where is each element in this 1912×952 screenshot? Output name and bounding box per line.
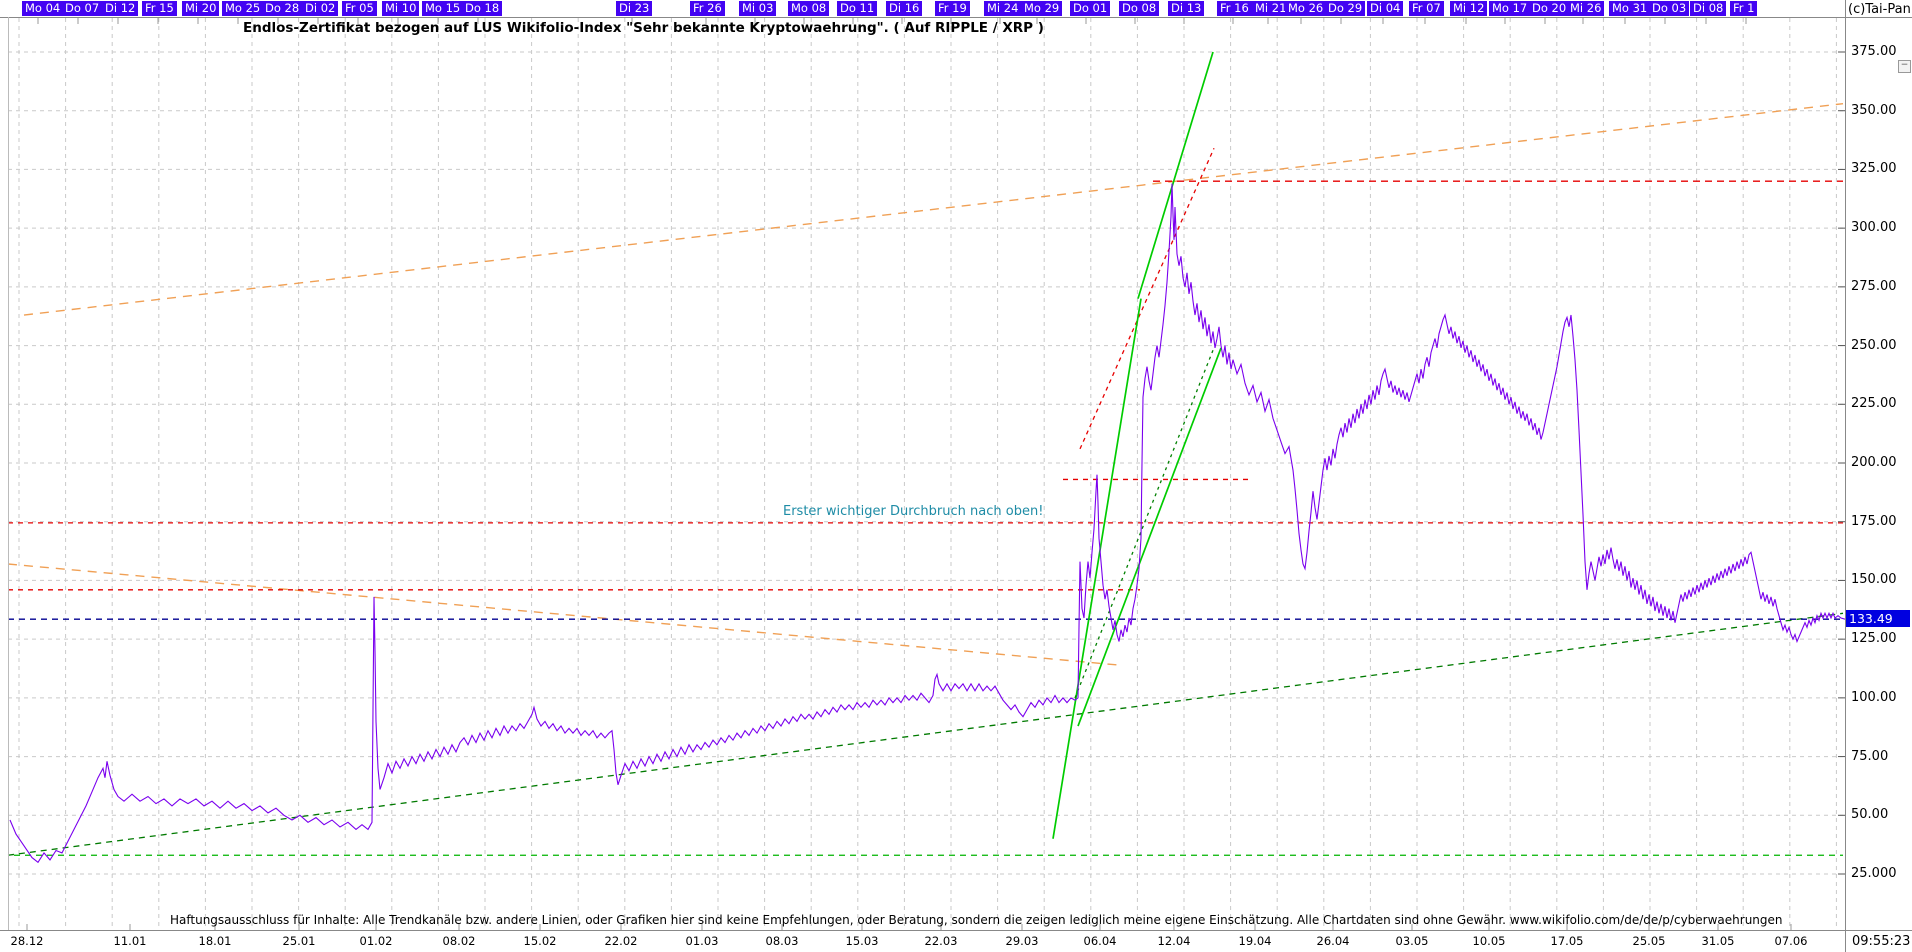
bottom-date-label: 07.06 <box>1774 934 1808 948</box>
bottom-date-label: 18.01 <box>198 934 232 948</box>
price-tick-label: 150.00 <box>1851 572 1897 588</box>
trendline-green-dotted-channel <box>1074 350 1214 699</box>
bottom-date-label: 26.04 <box>1316 934 1350 948</box>
trendline-orange-descending <box>7 563 1119 666</box>
disclaimer-text: Haftungsausschluss für Inhalte: Alle Tre… <box>170 913 1783 927</box>
top-date-label: Mo 29 <box>1021 1 1063 16</box>
top-date-label: Mi 21 <box>1252 1 1290 16</box>
current-price-badge: 133.49 <box>1846 610 1910 628</box>
price-tick-label: 350.00 <box>1851 102 1897 118</box>
price-series <box>9 183 1846 864</box>
bottom-date-label: 08.03 <box>765 934 799 948</box>
top-date-label: Do 08 <box>1119 1 1160 16</box>
top-date-label: Fr 19 <box>935 1 970 16</box>
price-tick-label: 250.00 <box>1851 337 1897 353</box>
top-date-label: Do 18 <box>462 1 503 16</box>
copyright-label: (c)Tai-Pan <box>1848 2 1911 17</box>
top-date-label: Mo 31 <box>1609 1 1651 16</box>
top-date-label: Di 12 <box>102 1 139 16</box>
top-date-label: Fr 05 <box>342 1 377 16</box>
top-date-label: Di 13 <box>1168 1 1205 16</box>
bottom-date-label: 25.05 <box>1632 934 1666 948</box>
price-line <box>9 183 1846 864</box>
bottom-date-label: 01.03 <box>685 934 719 948</box>
bottom-date-label: 10.05 <box>1472 934 1506 948</box>
top-date-label: Mi 10 <box>382 1 420 16</box>
trendline-orange-rising <box>23 102 1844 316</box>
chart-title: Endlos-Zertifikat bezogen auf LUS Wikifo… <box>243 20 1044 36</box>
collapse-icon[interactable]: − <box>1898 60 1911 73</box>
top-date-label: Mo 08 <box>788 1 830 16</box>
bottom-date-label: 17.05 <box>1550 934 1584 948</box>
price-tick-label: 225.00 <box>1851 396 1897 412</box>
bottom-date-label: 29.03 <box>1005 934 1039 948</box>
price-tick-label: 25.000 <box>1851 866 1897 881</box>
top-date-label: Mo 17 <box>1489 1 1531 16</box>
breakout-annotation: Erster wichtiger Durchbruch nach oben! <box>783 504 1044 519</box>
top-date-label: Di 02 <box>302 1 339 16</box>
top-date-label: Mi 20 <box>182 1 220 16</box>
top-date-label: Fr 26 <box>690 1 725 16</box>
top-date-label: Mi 26 <box>1567 1 1605 16</box>
top-date-label: Mo 04 <box>22 1 64 16</box>
bottom-date-label: 11.01 <box>113 934 147 948</box>
trendline-green-breakout-lower <box>1052 298 1142 839</box>
trendline-red-steep-channel <box>1079 148 1215 450</box>
top-date-label: Mi 24 <box>984 1 1022 16</box>
trend-lines <box>7 51 1844 856</box>
trendline-green-breakout-upper <box>1137 51 1214 299</box>
bottom-date-label: 22.02 <box>604 934 638 948</box>
price-tick-label: 100.00 <box>1851 689 1897 705</box>
bottom-date-label: 15.03 <box>845 934 879 948</box>
bottom-date-label: 28.12 <box>10 934 44 948</box>
top-date-label: Do 11 <box>837 1 878 16</box>
top-date-label: Do 28 <box>262 1 303 16</box>
trendline-support-rising-green <box>7 612 1844 856</box>
top-date-label: Di 23 <box>616 1 653 16</box>
top-date-label: Mo 26 <box>1285 1 1327 16</box>
price-tick-label: 75.00 <box>1851 748 1889 764</box>
top-date-label: Do 20 <box>1529 1 1570 16</box>
price-tick-label: 175.00 <box>1851 513 1897 529</box>
gridlines <box>8 18 1843 928</box>
price-tick-label: 275.00 <box>1851 278 1897 294</box>
bottom-date-label: 19.04 <box>1238 934 1272 948</box>
bottom-date-label: 31.05 <box>1701 934 1735 948</box>
top-date-label: Fr 07 <box>1409 1 1444 16</box>
bottom-date-label: 12.04 <box>1157 934 1191 948</box>
top-date-label: Di 16 <box>886 1 923 16</box>
top-date-label: Do 03 <box>1649 1 1690 16</box>
top-date-label: Do 07 <box>62 1 103 16</box>
bottom-date-label: 15.02 <box>523 934 557 948</box>
bottom-date-label: 01.02 <box>359 934 393 948</box>
bottom-date-label: 06.04 <box>1083 934 1117 948</box>
price-tick-label: 375.00 <box>1851 44 1897 59</box>
price-tick-label: 200.00 <box>1851 455 1897 470</box>
bottom-date-label: 03.05 <box>1395 934 1429 948</box>
price-tick-label: 325.00 <box>1851 161 1897 177</box>
top-date-label: Mo 15 <box>422 1 464 16</box>
top-date-label: Fr 16 <box>1217 1 1252 16</box>
time-label: 09:55:23 <box>1852 934 1911 949</box>
bottom-date-label: 08.02 <box>442 934 476 948</box>
top-date-label: Di 04 <box>1367 1 1404 16</box>
top-date-label: Do 29 <box>1325 1 1366 16</box>
trendline-green-channel-right <box>1077 347 1222 727</box>
top-date-label: Fr 15 <box>142 1 177 16</box>
top-date-label: Mo 25 <box>222 1 264 16</box>
top-date-label: Mi 12 <box>1450 1 1488 16</box>
top-date-label: Fr 1 <box>1730 1 1758 16</box>
price-tick-label: 50.00 <box>1851 807 1889 823</box>
top-date-label: Di 08 <box>1690 1 1727 16</box>
bottom-date-label: 25.01 <box>282 934 316 948</box>
bottom-date-label: 22.03 <box>924 934 958 948</box>
price-tick-label: 300.00 <box>1851 220 1897 236</box>
top-date-label: Do 01 <box>1070 1 1111 16</box>
top-date-label: Mi 03 <box>739 1 777 16</box>
price-tick-label: 125.00 <box>1851 631 1897 647</box>
